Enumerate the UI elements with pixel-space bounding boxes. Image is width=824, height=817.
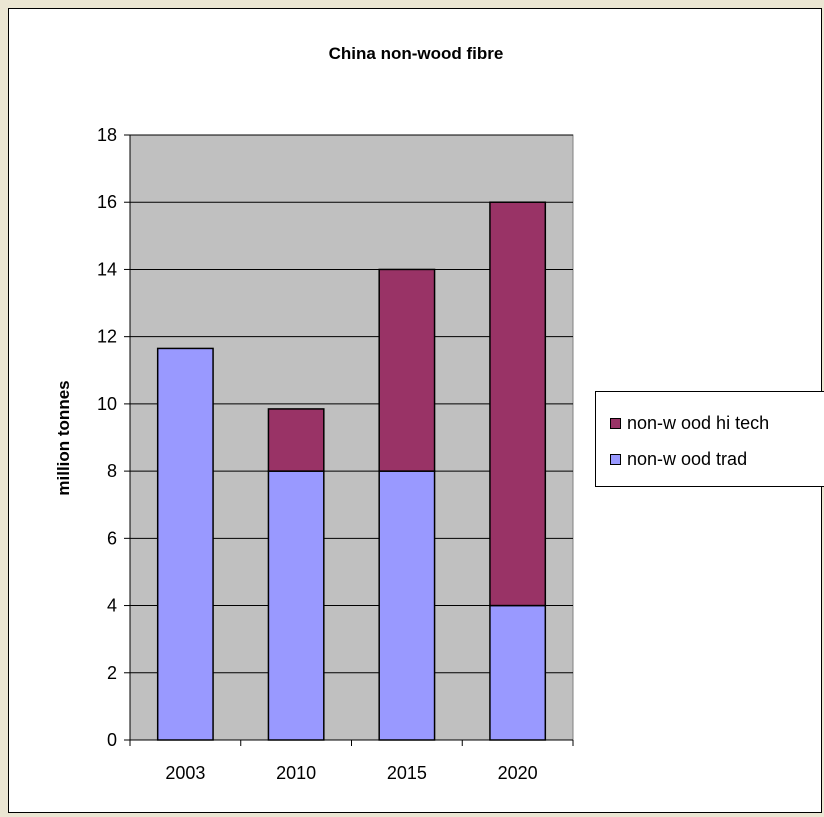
legend-label-trad: non-w ood trad xyxy=(627,448,748,469)
bar-trad xyxy=(378,470,436,741)
legend-item-hi-tech: non-w ood hi tech xyxy=(610,412,769,434)
legend-label-hi-tech: non-w ood hi tech xyxy=(627,412,770,433)
y-tick-label: 4 xyxy=(107,596,117,616)
y-tick-label: 2 xyxy=(107,663,117,683)
legend: non-w ood hi tech non-w ood trad xyxy=(595,391,824,487)
y-tick-label: 10 xyxy=(97,394,117,414)
chart-title: China non-wood fibre xyxy=(328,44,504,63)
legend-item-trad: non-w ood trad xyxy=(610,448,747,470)
x-tick-label: 2003 xyxy=(165,763,205,783)
y-tick-label: 18 xyxy=(97,125,117,145)
x-tick-label: 2020 xyxy=(498,763,538,783)
x-tick-label: 2015 xyxy=(387,763,427,783)
y-tick-label: 14 xyxy=(97,259,117,279)
bar-hi-tech xyxy=(378,268,436,472)
y-tick-label: 12 xyxy=(97,327,117,347)
y-tick-label: 8 xyxy=(107,461,117,481)
y-tick-label: 6 xyxy=(107,528,117,548)
legend-swatch-trad xyxy=(610,453,621,465)
bar-trad xyxy=(156,347,214,741)
y-tick-label: 0 xyxy=(107,730,117,750)
bar-trad xyxy=(267,470,325,741)
bar-hi-tech xyxy=(489,201,547,607)
y-tick-label: 16 xyxy=(97,192,117,212)
x-tick-label: 2010 xyxy=(276,763,316,783)
legend-swatch-hi-tech xyxy=(610,417,621,429)
bar-hi-tech xyxy=(267,408,325,472)
y-axis-label: million tonnes xyxy=(54,380,73,495)
bar-trad xyxy=(489,604,547,741)
